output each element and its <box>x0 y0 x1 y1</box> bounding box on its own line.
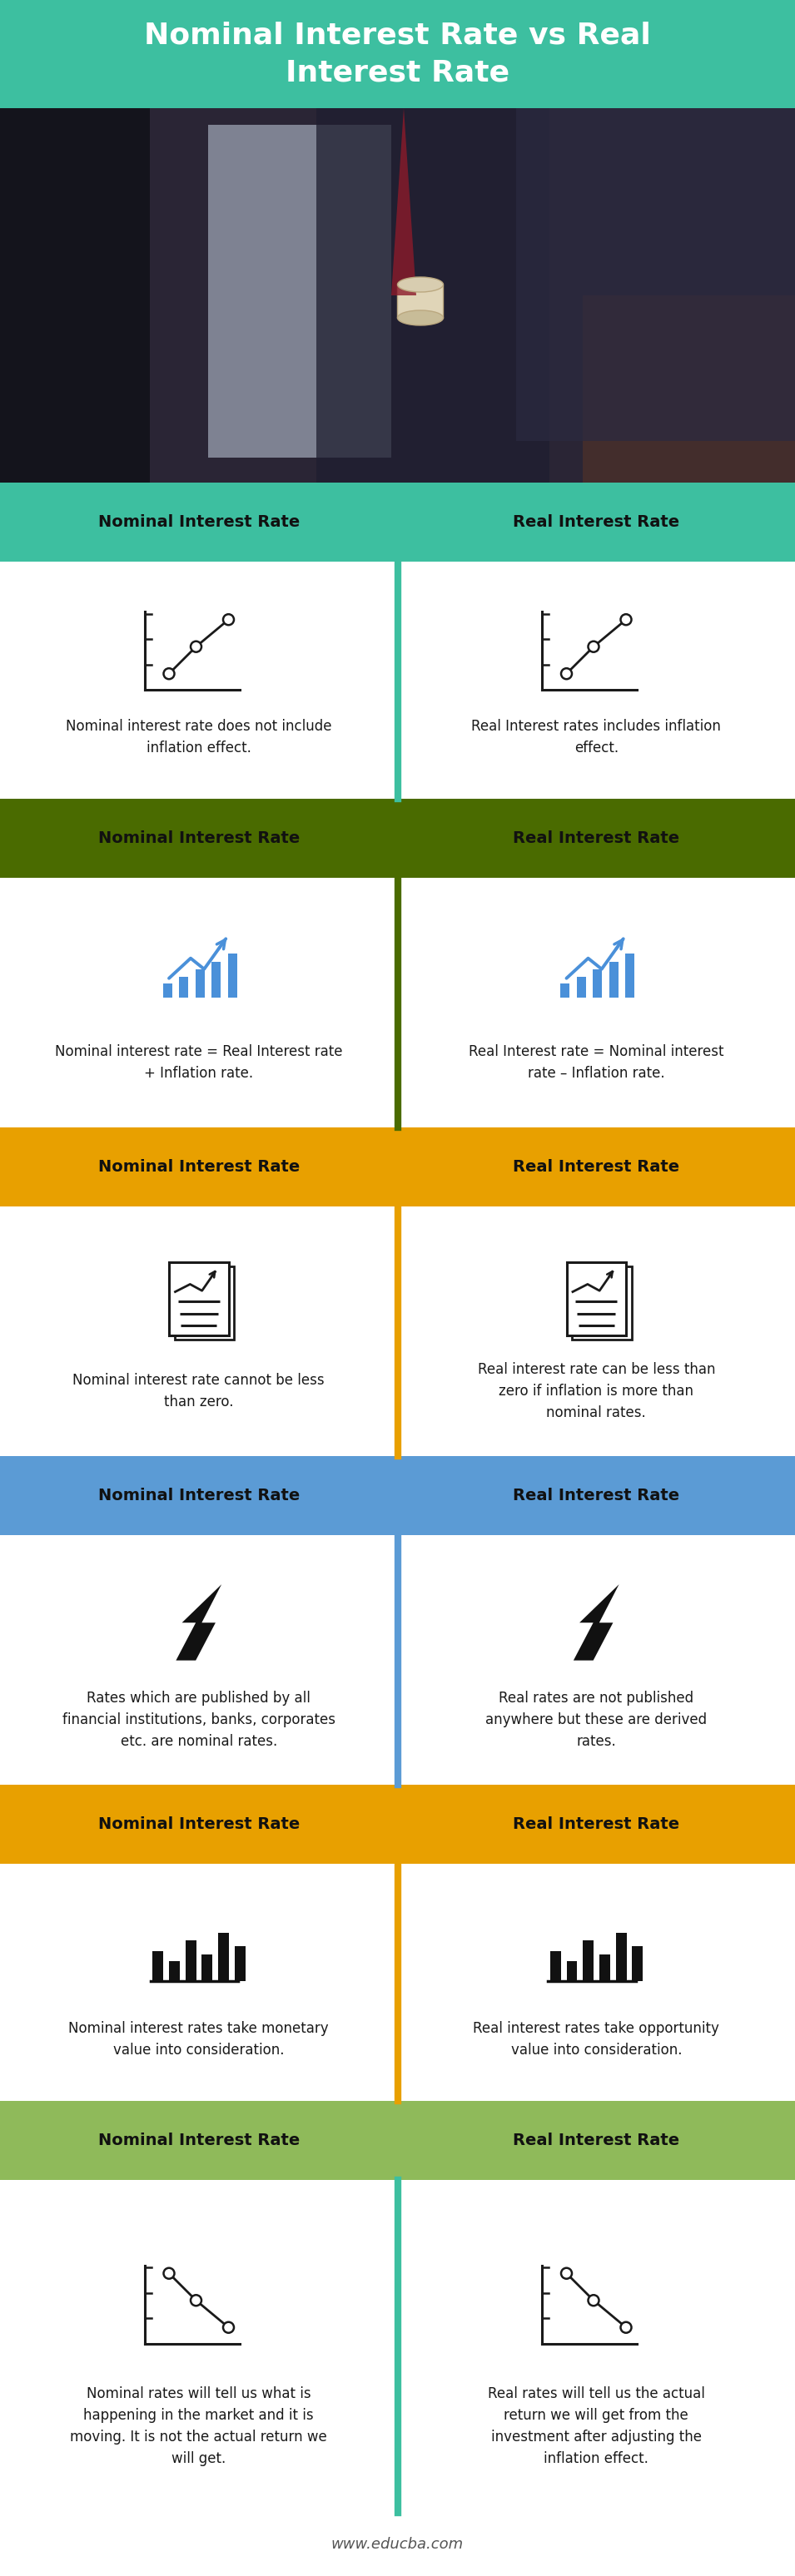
Circle shape <box>191 2295 201 2306</box>
Bar <box>235 1947 246 1981</box>
Bar <box>0 1455 795 1535</box>
Circle shape <box>164 2267 174 2280</box>
Bar <box>0 1206 795 1455</box>
Bar <box>567 1960 577 1981</box>
Bar <box>179 976 188 997</box>
Text: Real interest rates take opportunity
value into consideration.: Real interest rates take opportunity val… <box>473 2022 719 2058</box>
Bar <box>599 1955 610 1981</box>
Bar <box>583 296 795 482</box>
Text: Rates which are published by all
financial institutions, banks, corporates
etc. : Rates which are published by all financi… <box>62 1690 335 1749</box>
Bar <box>0 108 795 482</box>
Bar <box>0 1535 795 1785</box>
Text: Real Interest Rate: Real Interest Rate <box>513 2133 680 2148</box>
Bar <box>196 969 204 997</box>
Bar <box>609 961 619 997</box>
Text: Real Interest Rate: Real Interest Rate <box>513 1159 680 1175</box>
Circle shape <box>223 2321 234 2334</box>
Bar <box>0 482 795 562</box>
Circle shape <box>621 613 631 626</box>
Bar <box>0 2512 795 2576</box>
Text: Nominal Interest Rate: Nominal Interest Rate <box>98 1816 300 1832</box>
Bar <box>0 108 149 482</box>
Bar <box>567 1262 626 1334</box>
Bar <box>169 1262 228 1334</box>
Circle shape <box>621 2321 631 2334</box>
Text: Real Interest rate = Nominal interest
rate – Inflation rate.: Real Interest rate = Nominal interest ra… <box>469 1043 723 1082</box>
Bar <box>593 969 602 997</box>
Text: Nominal Interest Rate: Nominal Interest Rate <box>98 1489 300 1504</box>
Bar <box>516 108 795 440</box>
Bar <box>0 2102 795 2179</box>
Bar <box>560 984 569 997</box>
Bar <box>208 124 391 459</box>
Bar <box>0 2179 795 2512</box>
Text: Real Interest Rate: Real Interest Rate <box>513 829 680 845</box>
Circle shape <box>191 641 201 652</box>
Bar <box>0 562 795 799</box>
Text: Nominal Interest Rate: Nominal Interest Rate <box>98 2133 300 2148</box>
Text: Real Interest Rate: Real Interest Rate <box>513 515 680 531</box>
Bar <box>0 1865 795 2102</box>
Bar <box>169 1960 180 1981</box>
Bar <box>0 0 795 108</box>
Text: Real Interest Rate: Real Interest Rate <box>513 1816 680 1832</box>
Text: Real rates will tell us the actual
return we will get from the
investment after : Real rates will tell us the actual retur… <box>487 2388 705 2465</box>
Circle shape <box>561 667 572 680</box>
Bar <box>163 984 172 997</box>
Circle shape <box>588 2295 599 2306</box>
Bar <box>572 1267 631 1340</box>
Ellipse shape <box>398 309 444 325</box>
Bar <box>398 283 444 317</box>
Bar <box>632 1947 643 1981</box>
Circle shape <box>223 613 234 626</box>
Text: Nominal Interest Rate: Nominal Interest Rate <box>98 829 300 845</box>
Polygon shape <box>573 1584 619 1662</box>
Text: Real rates are not published
anywhere but these are derived
rates.: Real rates are not published anywhere bu… <box>486 1690 707 1749</box>
Bar <box>211 961 221 997</box>
Circle shape <box>561 2267 572 2280</box>
Text: Nominal Interest Rate: Nominal Interest Rate <box>98 1159 300 1175</box>
Bar <box>625 953 634 997</box>
Text: Nominal Interest Rate vs Real
Interest Rate: Nominal Interest Rate vs Real Interest R… <box>144 21 651 88</box>
Text: Real interest rate can be less than
zero if inflation is more than
nominal rates: Real interest rate can be less than zero… <box>478 1363 715 1419</box>
Text: Nominal Interest Rate: Nominal Interest Rate <box>98 515 300 531</box>
Bar <box>0 1128 795 1206</box>
Bar <box>219 1932 229 1981</box>
Text: Nominal interest rates take monetary
value into consideration.: Nominal interest rates take monetary val… <box>68 2022 329 2058</box>
Text: Nominal rates will tell us what is
happening in the market and it is
moving. It : Nominal rates will tell us what is happe… <box>70 2388 328 2465</box>
Text: Nominal interest rate = Real Interest rate
+ Inflation rate.: Nominal interest rate = Real Interest ra… <box>55 1043 343 1082</box>
Bar <box>227 953 237 997</box>
Text: Nominal interest rate does not include
inflation effect.: Nominal interest rate does not include i… <box>66 719 332 755</box>
Bar <box>0 799 795 878</box>
Bar <box>185 1940 196 1981</box>
Polygon shape <box>391 108 417 296</box>
Bar <box>0 1785 795 1865</box>
Bar <box>0 878 795 1128</box>
Bar <box>576 976 586 997</box>
Text: Real Interest Rate: Real Interest Rate <box>513 1489 680 1504</box>
Bar <box>616 1932 626 1981</box>
Bar <box>202 1955 212 1981</box>
Text: Real Interest rates includes inflation
effect.: Real Interest rates includes inflation e… <box>471 719 721 755</box>
Ellipse shape <box>398 278 444 291</box>
Circle shape <box>588 641 599 652</box>
Bar <box>583 1940 594 1981</box>
Circle shape <box>164 667 174 680</box>
Bar <box>550 1950 560 1981</box>
Text: www.educba.com: www.educba.com <box>332 2537 463 2553</box>
Bar <box>174 1267 234 1340</box>
Text: Nominal interest rate cannot be less
than zero.: Nominal interest rate cannot be less tha… <box>73 1373 324 1409</box>
Polygon shape <box>176 1584 222 1662</box>
Bar <box>153 1950 163 1981</box>
Bar <box>316 108 549 482</box>
